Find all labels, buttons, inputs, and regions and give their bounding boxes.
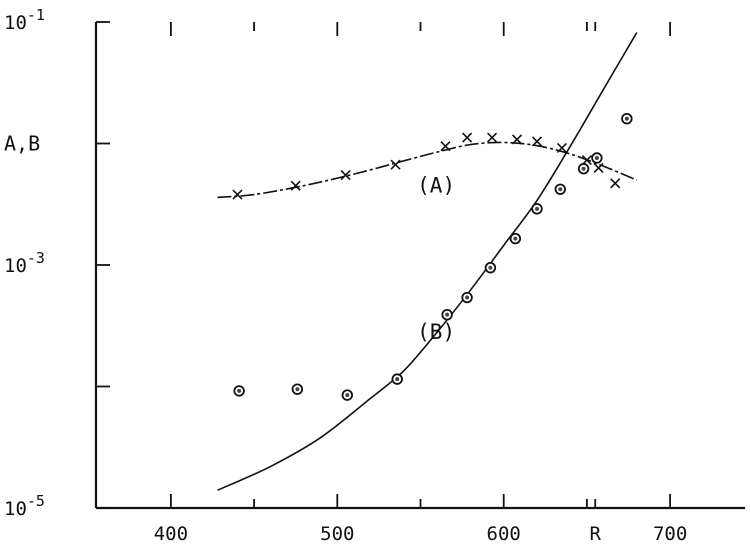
point-B [509, 232, 522, 245]
point-B-dot [558, 187, 563, 192]
point-A-stroke [593, 162, 604, 173]
point-A [610, 178, 621, 189]
point-A [511, 134, 523, 145]
point-A [440, 141, 451, 152]
point-B-dot [581, 166, 586, 171]
curve-series-B [217, 32, 638, 491]
point-A-stroke [610, 178, 621, 189]
series-label-B: (B) [417, 320, 455, 344]
point-B [391, 373, 403, 385]
point-A [531, 136, 543, 147]
point-B-dot [534, 206, 539, 211]
point-B-dot [295, 387, 300, 392]
point-A [340, 169, 351, 181]
axis-labels: 400 500 600 700 R 10-1 10-3 10-5 A,B (A) (B) [4, 6, 687, 545]
point-B-dot [624, 116, 629, 121]
point-A [462, 132, 473, 143]
series-label-A: (A) [417, 174, 455, 198]
point-A [232, 189, 243, 200]
point-A-stroke [486, 132, 498, 143]
y-axis-label: A,B [4, 132, 40, 156]
axis-ticks [96, 21, 672, 509]
point-B [441, 308, 453, 321]
y-tick-label: 10-1 [4, 6, 45, 34]
point-A-stroke [232, 189, 243, 200]
x-tick-label: 700 [653, 523, 687, 545]
point-B-dot [488, 265, 493, 270]
point-B [554, 183, 566, 195]
point-B-dot [513, 236, 518, 241]
point-B [484, 262, 497, 274]
point-B [291, 383, 304, 395]
x-tick-label: 400 [154, 523, 188, 545]
point-A-stroke [390, 159, 401, 170]
y-tick-label: 10-3 [4, 249, 45, 277]
point-B [531, 203, 543, 215]
point-B [461, 291, 473, 304]
point-B-dot [395, 377, 400, 382]
point-B-dot [345, 393, 350, 398]
point-B [577, 163, 590, 175]
curve-series-A [217, 141, 638, 199]
x-tick-label: 500 [320, 523, 354, 545]
point-B [341, 389, 353, 401]
point-B [621, 112, 633, 125]
fit-curves [217, 32, 638, 491]
point-A-stroke [290, 180, 301, 191]
x-tick-label: 600 [487, 523, 521, 545]
point-B-dot [237, 388, 242, 393]
point-A-stroke [340, 169, 351, 181]
data-points [232, 112, 633, 401]
point-B-dot [445, 312, 450, 317]
point-A [556, 142, 568, 153]
point-B-dot [465, 295, 470, 300]
y-tick-label: 10-5 [4, 492, 45, 520]
plot-frame [94, 22, 745, 510]
point-A-stroke [462, 132, 473, 143]
x-marker-label: R [590, 523, 602, 545]
point-B [233, 385, 245, 397]
point-A-stroke [531, 136, 543, 147]
point-A [593, 162, 604, 173]
point-A-stroke [440, 141, 451, 152]
point-B [591, 152, 603, 164]
point-A [486, 132, 498, 143]
point-A-stroke [511, 134, 523, 145]
point-B-dot [594, 155, 599, 160]
point-A [390, 159, 401, 170]
point-A [290, 180, 301, 191]
point-A-stroke [556, 142, 568, 153]
